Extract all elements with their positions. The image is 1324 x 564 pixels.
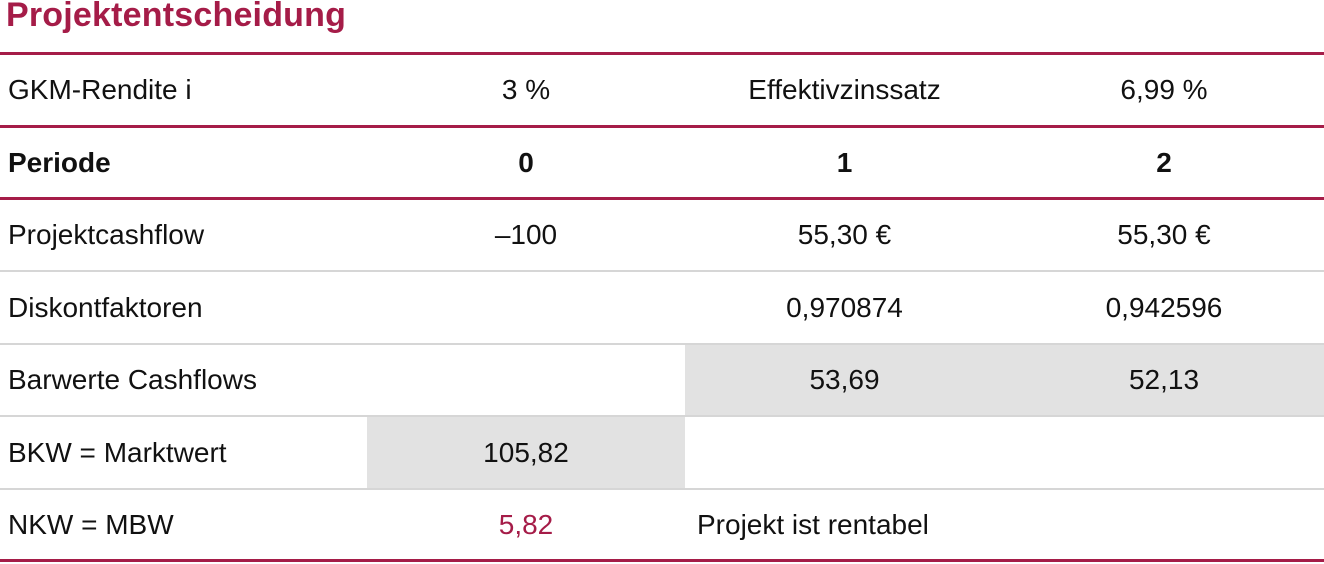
table-row-nkw: NKW = MBW 5,82 Projekt ist rentabel bbox=[0, 490, 1324, 559]
divider bbox=[0, 52, 1324, 55]
divider bbox=[0, 415, 1324, 417]
verdict-text: Projekt ist rentabel bbox=[697, 508, 929, 540]
header-period-2: 2 bbox=[1156, 146, 1172, 178]
cell: 0,942596 bbox=[1105, 291, 1223, 323]
divider bbox=[0, 343, 1324, 345]
divider bbox=[0, 197, 1324, 200]
effektivzins-value: 6,99 % bbox=[1120, 74, 1208, 105]
cell bbox=[367, 345, 685, 415]
header-period-0: 0 bbox=[518, 146, 534, 178]
row-label: Projektcashflow bbox=[8, 219, 205, 250]
cell bbox=[1004, 417, 1324, 488]
row-label: BKW = Marktwert bbox=[8, 436, 227, 468]
cell bbox=[367, 272, 685, 343]
divider bbox=[0, 270, 1324, 272]
row-label: GKM-Rendite i bbox=[8, 74, 192, 105]
cell: –100 bbox=[494, 219, 558, 250]
table-title: Projektentscheidung bbox=[6, 0, 347, 34]
row-label: Diskontfaktoren bbox=[8, 291, 203, 323]
table-header-row: Periode 0 1 2 bbox=[0, 128, 1324, 197]
divider bbox=[0, 125, 1324, 128]
cell: 0,970874 bbox=[786, 291, 903, 323]
table-row-gkm-rendite: GKM-Rendite i 3 % Effektivzinssatz 6,99 … bbox=[0, 55, 1324, 125]
row-label: NKW = MBW bbox=[8, 508, 174, 540]
divider bbox=[0, 488, 1324, 490]
table-row-projektcashflow: Projektcashflow –100 55,30 € 55,30 € bbox=[0, 200, 1324, 270]
highlighted-cell: 53,69 bbox=[685, 345, 1004, 415]
row-label: Barwerte Cashflows bbox=[8, 364, 257, 395]
highlighted-cell: 52,13 bbox=[1004, 345, 1324, 415]
table-row-bkw: BKW = Marktwert 105,82 bbox=[0, 417, 1324, 488]
highlighted-cell: 105,82 bbox=[367, 417, 685, 488]
effektivzins-label: Effektivzinssatz bbox=[748, 74, 941, 105]
cell bbox=[685, 417, 1004, 488]
nkw-value: 5,82 bbox=[498, 508, 554, 540]
header-period-1: 1 bbox=[836, 146, 853, 178]
divider bbox=[0, 559, 1324, 562]
gkm-rendite-value: 3 % bbox=[501, 74, 551, 105]
cell: 55,30 € bbox=[1117, 219, 1211, 250]
header-periode: Periode bbox=[8, 146, 111, 178]
table-row-barwerte: Barwerte Cashflows 53,69 52,13 bbox=[0, 345, 1324, 415]
table-row-diskontfaktoren: Diskontfaktoren 0,970874 0,942596 bbox=[0, 272, 1324, 343]
cell: 55,30 € bbox=[797, 219, 892, 250]
